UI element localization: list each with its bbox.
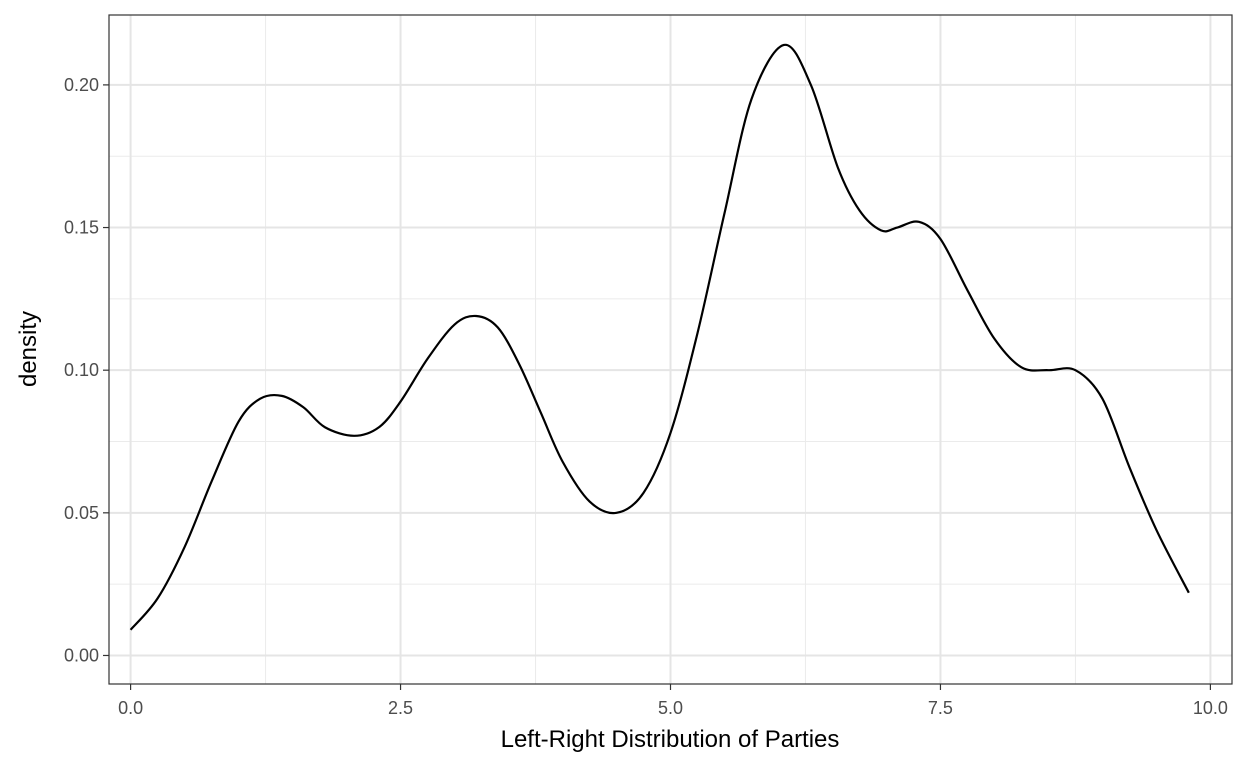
x-axis-title: Left-Right Distribution of Parties	[501, 726, 840, 753]
y-axis-title: density	[15, 311, 42, 387]
density-curve	[129, 43, 1190, 631]
x-tick-label: 2.5	[388, 698, 413, 718]
x-tick-label: 0.0	[118, 698, 143, 718]
x-tick-label: 7.5	[928, 698, 953, 718]
y-tick-label: 0.00	[64, 645, 99, 665]
x-tick-label: 5.0	[658, 698, 683, 718]
series-layer	[129, 43, 1190, 631]
x-tick-label: 10.0	[1193, 698, 1228, 718]
x-axis: 0.0 2.5 5.0 7.5 10.0	[118, 684, 1228, 718]
y-tick-label: 0.05	[64, 503, 99, 523]
y-tick-label: 0.20	[64, 75, 99, 95]
y-axis: 0.00 0.05 0.10 0.15 0.20	[64, 75, 109, 665]
y-tick-label: 0.15	[64, 218, 99, 238]
y-tick-label: 0.10	[64, 360, 99, 380]
major-gridlines	[109, 15, 1232, 684]
